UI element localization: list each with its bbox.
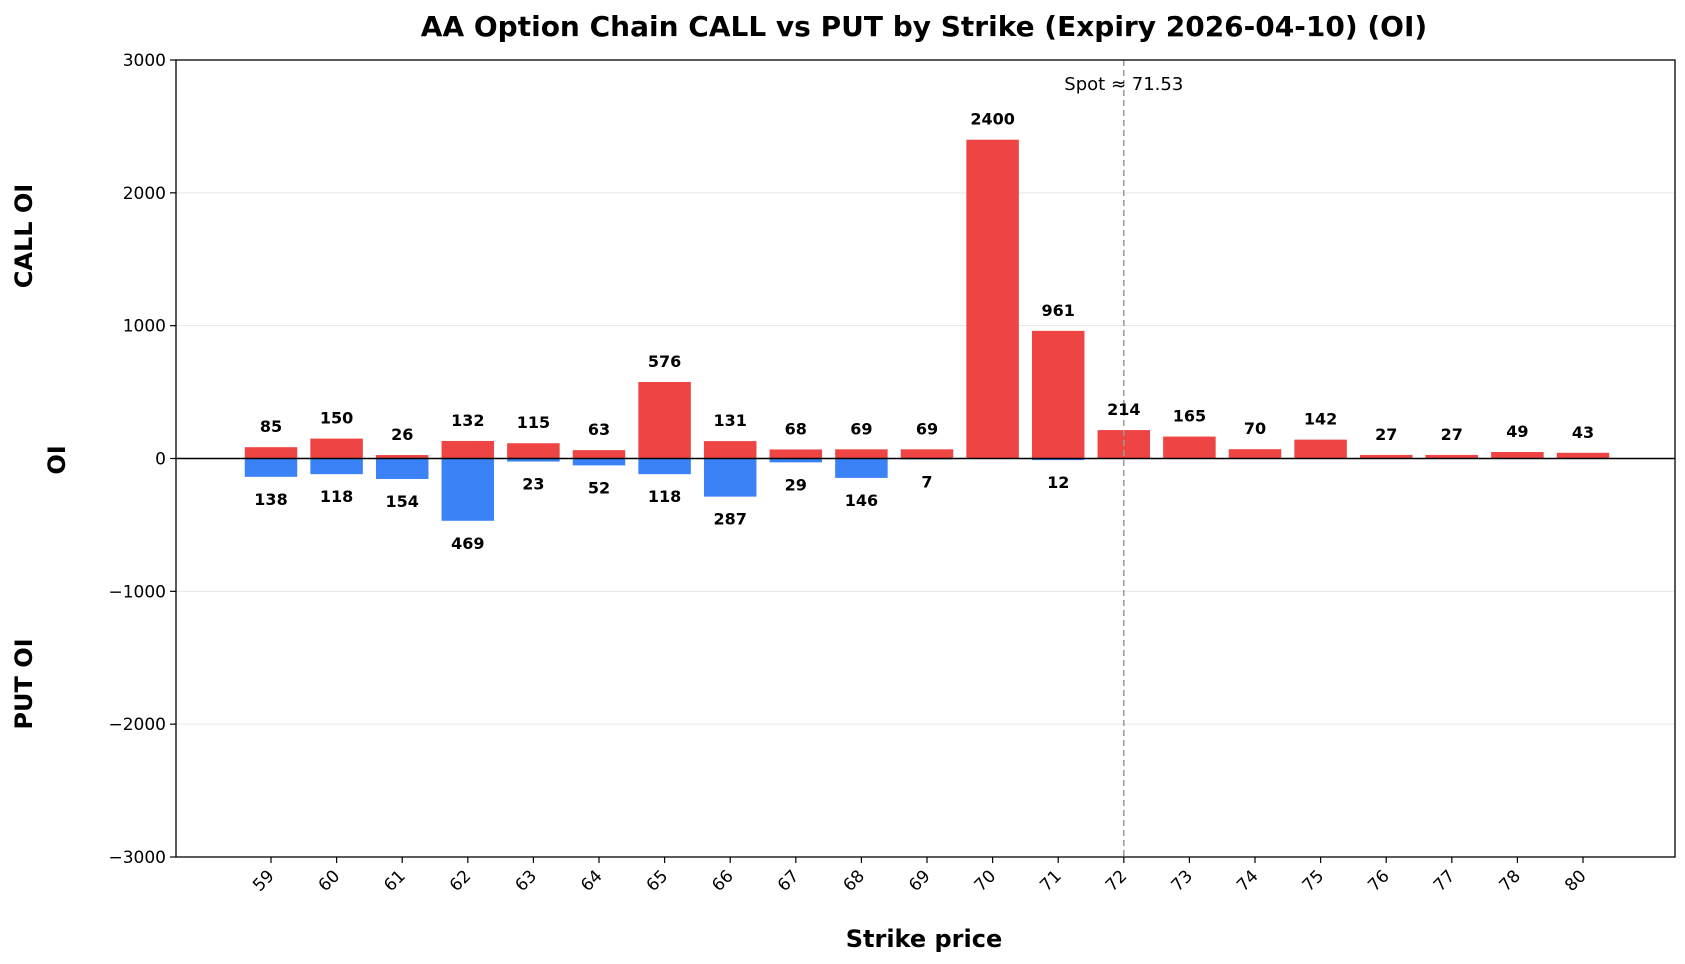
call-value-label: 214	[1107, 400, 1140, 419]
y-tick-label: −1000	[108, 582, 166, 602]
put-bar	[375, 458, 429, 479]
put-value-label: 23	[522, 475, 544, 494]
call-value-label: 68	[785, 419, 807, 438]
call-value-label: 69	[916, 419, 938, 438]
call-value-label: 27	[1441, 425, 1463, 444]
put-value-label: 118	[320, 487, 353, 506]
y-tick-label: −3000	[108, 848, 166, 868]
call-bar	[1031, 330, 1085, 459]
x-axis-label: Strike price	[846, 925, 1003, 953]
call-bar	[1359, 454, 1413, 459]
call-value-label: 69	[850, 419, 872, 438]
call-bar	[441, 440, 495, 459]
put-value-label: 12	[1047, 473, 1069, 492]
call-bar	[1294, 439, 1347, 459]
data-labels: 85 138 150 118 26 154 132 469 115 23 63 52 576 118 131…	[254, 110, 1594, 553]
call-bar	[966, 139, 1019, 459]
chart-title: AA Option Chain CALL vs PUT by Strike (E…	[421, 10, 1427, 43]
call-value-label: 43	[1572, 423, 1594, 442]
y-axis-label-call: CALL OI	[10, 184, 38, 288]
call-bar	[835, 449, 888, 459]
put-bar	[507, 458, 560, 462]
y-axis-label: OI	[43, 445, 71, 474]
call-value-label: 2400	[970, 110, 1015, 129]
y-tick-label: 3000	[123, 51, 166, 71]
put-value-label: 52	[588, 478, 610, 497]
call-bar	[900, 449, 954, 459]
call-value-label: 576	[648, 352, 681, 371]
call-bar	[1491, 451, 1544, 459]
put-bar	[441, 458, 495, 521]
put-bar	[244, 458, 298, 477]
call-bar	[310, 438, 363, 459]
spot-marker: Spot ≈ 71.53	[1064, 60, 1183, 857]
put-value-label: 469	[451, 534, 484, 553]
put-bar	[638, 458, 691, 475]
y-tick-label: 2000	[123, 184, 166, 204]
y-tick-label: 1000	[123, 317, 166, 337]
put-value-label: 138	[254, 490, 287, 509]
put-bar	[835, 458, 888, 478]
put-value-label: 287	[713, 510, 746, 529]
put-value-label: 118	[648, 487, 681, 506]
put-value-label: 146	[845, 491, 878, 510]
call-value-label: 961	[1041, 301, 1074, 320]
y-tick-label: 0	[155, 450, 166, 470]
put-bar	[572, 458, 626, 466]
call-bar	[507, 443, 560, 459]
call-bar	[572, 450, 626, 459]
grid-lines	[176, 192, 1675, 725]
call-value-label: 115	[517, 413, 550, 432]
call-bar	[1228, 449, 1282, 459]
put-bar	[310, 458, 363, 475]
put-value-label: 7	[921, 472, 932, 491]
call-value-label: 132	[451, 411, 484, 430]
put-bar	[703, 458, 757, 497]
call-value-label: 63	[588, 420, 610, 439]
call-value-label: 142	[1304, 410, 1337, 429]
call-bar	[638, 381, 691, 459]
call-bar	[1425, 454, 1479, 459]
call-bar	[244, 447, 298, 459]
call-bar	[769, 449, 823, 459]
call-bar	[1163, 436, 1216, 459]
put-value-label: 154	[385, 492, 418, 511]
y-axis-label-put: PUT OI	[10, 638, 38, 729]
put-value-label: 29	[785, 475, 807, 494]
spot-label: Spot ≈ 71.53	[1064, 74, 1183, 95]
call-bar	[1556, 452, 1610, 459]
call-value-label: 26	[391, 425, 413, 444]
call-bar	[375, 455, 429, 459]
y-tick-label: −2000	[108, 715, 166, 735]
call-value-label: 85	[260, 417, 282, 436]
call-value-label: 27	[1375, 425, 1397, 444]
call-value-label: 131	[713, 411, 746, 430]
call-value-label: 49	[1506, 422, 1528, 441]
call-bar	[703, 441, 757, 459]
put-bar	[769, 458, 823, 463]
call-value-label: 150	[320, 409, 353, 428]
call-value-label: 70	[1244, 419, 1266, 438]
call-value-label: 165	[1173, 407, 1206, 426]
